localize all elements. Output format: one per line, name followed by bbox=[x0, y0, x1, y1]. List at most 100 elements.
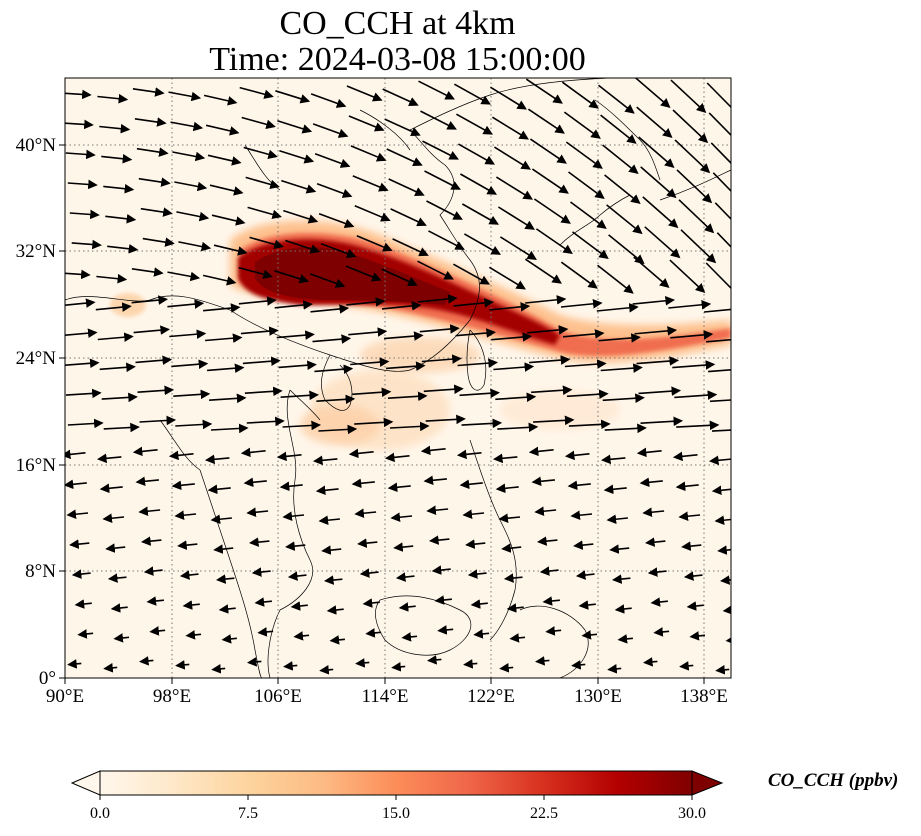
wind-arrow bbox=[493, 453, 518, 464]
wind-arrow bbox=[141, 536, 162, 546]
wind-arrow bbox=[172, 151, 206, 162]
wind-arrow bbox=[678, 199, 715, 234]
wind-arrow bbox=[650, 597, 668, 607]
wind-arrow bbox=[350, 357, 390, 367]
wind-arrow bbox=[185, 630, 202, 640]
wind-arrow bbox=[97, 93, 129, 104]
wind-arrow bbox=[393, 542, 414, 552]
wind-arrow bbox=[362, 598, 380, 608]
wind-arrow bbox=[711, 485, 731, 496]
wind-arrow bbox=[354, 508, 377, 518]
wind-arrow bbox=[418, 80, 455, 100]
wind-arrow bbox=[457, 358, 498, 368]
wind-arrow bbox=[473, 629, 490, 639]
wind-arrow bbox=[581, 630, 598, 640]
wind-arrow bbox=[716, 232, 731, 249]
wind-arrow bbox=[421, 354, 462, 364]
wind-arrow bbox=[281, 179, 317, 194]
wind-arrow bbox=[67, 179, 98, 190]
wind-arrow bbox=[348, 327, 388, 337]
wind-arrow bbox=[437, 625, 454, 635]
wind-arrow bbox=[710, 142, 731, 165]
wind-arrow bbox=[103, 422, 140, 433]
wind-arrow bbox=[146, 596, 164, 606]
wind-arrow bbox=[391, 662, 406, 672]
wind-arrow bbox=[326, 605, 344, 615]
wind-arrow bbox=[459, 479, 483, 490]
wind-arrow bbox=[131, 267, 164, 277]
wind-arrow bbox=[672, 109, 709, 144]
wind-arrow bbox=[617, 634, 633, 644]
wind-arrow bbox=[65, 119, 94, 130]
wind-arrow bbox=[570, 510, 593, 520]
wind-arrow bbox=[545, 626, 562, 636]
wind-arrow bbox=[386, 148, 423, 166]
wind-arrow bbox=[354, 417, 394, 428]
wind-arrow bbox=[636, 356, 680, 366]
wind-arrow bbox=[348, 448, 374, 459]
colorbar-max-extend bbox=[691, 770, 724, 796]
wind-arrow bbox=[67, 659, 82, 669]
wind-arrow bbox=[634, 78, 671, 108]
wind-arrow bbox=[176, 211, 210, 222]
wind-arrow bbox=[315, 485, 339, 496]
wind-arrow bbox=[357, 538, 378, 548]
wind-arrow bbox=[167, 299, 205, 309]
wind-arrow bbox=[354, 205, 391, 222]
wind-arrow bbox=[385, 361, 426, 371]
wind-arrow bbox=[428, 230, 465, 250]
wind-arrow bbox=[65, 449, 86, 460]
wind-arrow bbox=[365, 628, 382, 638]
map-title-line-1: CO_CCH at 4km bbox=[279, 5, 516, 42]
wind-arrow bbox=[293, 631, 310, 641]
wind-arrow bbox=[453, 263, 490, 285]
wind-arrow bbox=[211, 664, 226, 674]
wind-arrow bbox=[65, 479, 87, 490]
wind-arrow bbox=[462, 203, 499, 225]
lat-tick-label: 0° bbox=[39, 668, 56, 689]
colorbar-tick-label: 22.5 bbox=[530, 805, 558, 822]
wind-arrow bbox=[537, 536, 558, 546]
wind-arrow bbox=[602, 393, 645, 404]
wind-arrow bbox=[539, 566, 559, 576]
wind-arrow bbox=[287, 571, 307, 581]
wind-arrow bbox=[101, 153, 133, 164]
wind-arrow bbox=[453, 298, 494, 308]
wind-arrow bbox=[674, 390, 718, 400]
wind-arrow bbox=[107, 573, 127, 583]
wind-arrow bbox=[676, 169, 713, 204]
wind-arrow bbox=[351, 478, 375, 489]
wind-arrow bbox=[65, 328, 98, 338]
wind-arrow bbox=[670, 79, 707, 113]
wind-arrow bbox=[384, 118, 421, 136]
wind-arrow bbox=[454, 83, 491, 105]
lon-tick-label: 90°E bbox=[46, 686, 84, 707]
wind-arrow bbox=[561, 81, 599, 109]
wind-arrow bbox=[715, 665, 730, 675]
wind-arrow bbox=[101, 392, 138, 403]
wind-arrow bbox=[243, 477, 267, 488]
wind-arrow bbox=[606, 204, 643, 235]
lat-tick-label: 24°N bbox=[16, 348, 57, 369]
wind-arrow bbox=[575, 570, 595, 580]
wind-arrow bbox=[456, 113, 493, 135]
wind-arrow bbox=[211, 214, 246, 226]
wind-arrow bbox=[612, 574, 631, 584]
wind-arrow bbox=[463, 659, 478, 669]
wind-arrow bbox=[69, 539, 90, 549]
wind-arrow bbox=[604, 423, 647, 434]
wind-arrow bbox=[359, 568, 379, 578]
wind-arrow bbox=[714, 202, 731, 221]
wind-arrow bbox=[105, 543, 126, 553]
wind-arrow bbox=[675, 481, 699, 492]
wind-arrow bbox=[96, 273, 128, 284]
wind-arrow bbox=[568, 171, 605, 199]
wind-arrow bbox=[642, 507, 665, 517]
wind-arrow bbox=[709, 455, 731, 466]
wind-arrow bbox=[65, 89, 92, 100]
wind-arrow bbox=[531, 385, 573, 396]
wind-arrow bbox=[105, 214, 137, 224]
wind-arrow bbox=[638, 386, 682, 396]
wind-arrow bbox=[249, 236, 284, 250]
